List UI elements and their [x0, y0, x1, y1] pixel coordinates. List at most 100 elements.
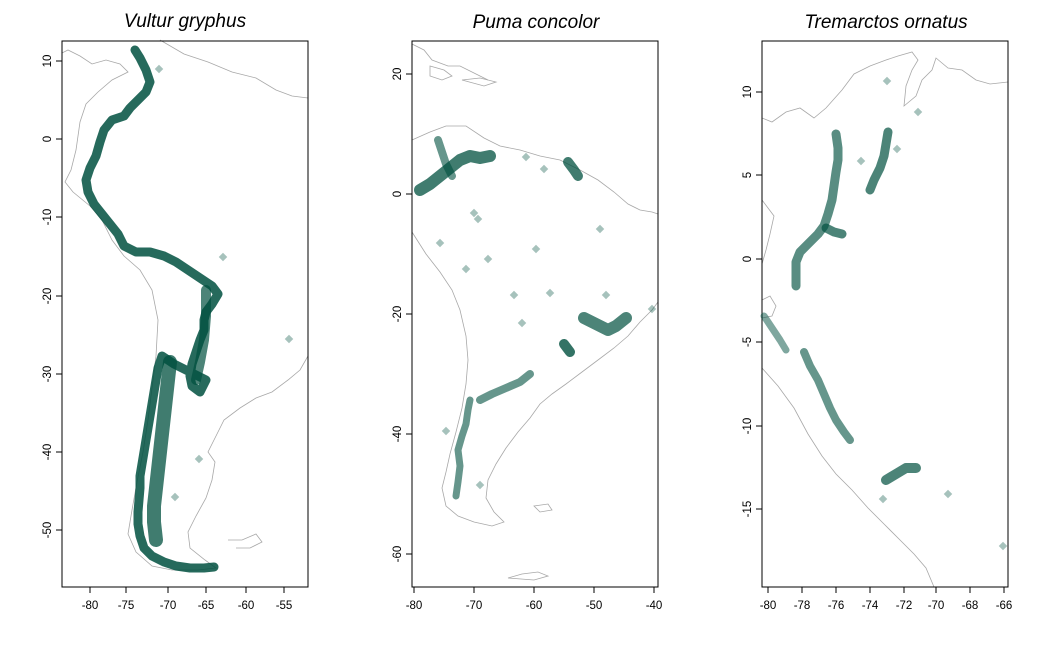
- occurrence-point: [435, 238, 445, 248]
- occurrence-point: [878, 494, 888, 504]
- dense-point-cluster: [791, 129, 843, 291]
- dense-point-cluster: [147, 355, 177, 547]
- panel-title: Tremarctos ornatus: [804, 12, 968, 33]
- x-tick-label: -40: [646, 600, 663, 612]
- occurrence-point: [601, 290, 611, 300]
- x-tick-label: -80: [406, 600, 423, 612]
- occurrence-point: [943, 489, 953, 499]
- panel-vultur-gryphus: Vultur gryphus -80 -75 -70 -65 -60 -: [42, 11, 309, 612]
- occurrence-point: [517, 318, 527, 328]
- x-axis: -80 -75 -70 -65 -60 -55: [82, 587, 293, 612]
- occurrence-point: [856, 156, 866, 166]
- y-tick-label: -10: [742, 418, 754, 435]
- y-tick-label: 0: [42, 136, 54, 142]
- dense-point-cluster: [821, 223, 847, 239]
- dense-point-cluster: [881, 463, 921, 485]
- coastline: [61, 39, 309, 571]
- y-tick-label: -40: [42, 444, 54, 461]
- x-tick-label: -72: [896, 600, 913, 612]
- y-tick-label: 5: [742, 172, 754, 178]
- occurrence-point: [595, 224, 605, 234]
- y-tick-label: 0: [742, 256, 754, 262]
- dense-point-cluster: [191, 285, 211, 385]
- coastline: [761, 51, 1009, 588]
- x-tick-label: -74: [862, 600, 879, 612]
- y-tick-label: -60: [392, 546, 404, 563]
- y-tick-label: 10: [42, 55, 54, 68]
- y-axis: 10 5 0 -5 -10 -15: [742, 86, 762, 518]
- occurrence-point: [998, 541, 1008, 551]
- occurrence-points: [81, 45, 294, 573]
- x-tick-label: -66: [996, 600, 1013, 612]
- occurrence-point: [545, 288, 555, 298]
- panel-title: Puma concolor: [473, 12, 600, 33]
- x-tick-label: -70: [160, 600, 177, 612]
- x-tick-label: -68: [962, 600, 979, 612]
- panel-title: Vultur gryphus: [124, 11, 247, 32]
- occurrence-points: [414, 136, 657, 500]
- occurrence-point: [882, 76, 892, 86]
- plot-frame: [411, 40, 659, 588]
- y-axis: 20 0 -20 -40 -60: [392, 68, 412, 563]
- x-tick-label: -80: [82, 600, 99, 612]
- occurrence-point: [892, 144, 902, 154]
- x-tick-label: -76: [828, 600, 845, 612]
- y-tick-label: 10: [742, 86, 754, 99]
- occurrence-point: [284, 334, 294, 344]
- dense-point-cluster: [559, 339, 575, 357]
- occurrence-point: [194, 454, 204, 464]
- occurrence-point: [509, 290, 519, 300]
- x-axis: -80 -78 -76 -74 -72 -70 -68 -66: [760, 587, 1013, 612]
- occurrence-point: [154, 64, 164, 74]
- occurrence-point: [469, 208, 479, 218]
- dense-point-cluster: [578, 312, 632, 336]
- dense-point-cluster: [414, 150, 496, 196]
- y-tick-label: -10: [42, 209, 54, 226]
- dense-point-cluster: [800, 348, 854, 444]
- occurrence-point: [473, 214, 483, 224]
- y-tick-label: 0: [392, 191, 404, 197]
- y-axis: 10 0 -10 -20 -30 -40 -50: [42, 55, 62, 539]
- x-axis: -80 -70 -60 -50 -40: [406, 587, 663, 612]
- x-tick-label: -55: [276, 600, 293, 612]
- occurrence-point: [647, 304, 657, 314]
- x-tick-label: -75: [118, 600, 135, 612]
- y-tick-label: -20: [42, 288, 54, 305]
- dense-point-cluster: [476, 370, 534, 404]
- occurrence-point: [441, 426, 451, 436]
- x-tick-label: -70: [928, 600, 945, 612]
- occurrence-point: [218, 252, 228, 262]
- dense-point-cluster: [563, 157, 583, 181]
- coastline: [411, 43, 659, 581]
- occurrence-point: [475, 480, 485, 490]
- panel-tremarctos-ornatus: Tremarctos ornatus: [742, 12, 1012, 612]
- dense-point-cluster: [434, 136, 456, 180]
- y-tick-label: -40: [392, 426, 404, 443]
- occurrence-points: [760, 76, 1008, 551]
- y-tick-label: -50: [42, 522, 54, 539]
- x-tick-label: -78: [794, 600, 811, 612]
- occurrence-point: [461, 264, 471, 274]
- occurrence-point: [170, 492, 180, 502]
- occurrence-point: [531, 244, 541, 254]
- y-tick-label: -15: [742, 501, 754, 518]
- dense-point-cluster: [452, 396, 474, 500]
- x-tick-label: -70: [466, 600, 483, 612]
- dense-point-cluster: [865, 127, 893, 195]
- dense-point-cluster: [760, 312, 790, 354]
- x-tick-label: -80: [760, 600, 777, 612]
- plot-frame: [61, 40, 309, 588]
- x-tick-label: -65: [198, 600, 215, 612]
- occurrence-point: [483, 254, 493, 264]
- occurrence-point: [521, 152, 531, 162]
- x-tick-label: -60: [526, 600, 543, 612]
- panel-puma-concolor: Puma concolor: [392, 12, 662, 612]
- plot-frame: [761, 40, 1009, 588]
- x-tick-label: -60: [238, 600, 255, 612]
- x-tick-label: -50: [586, 600, 603, 612]
- y-tick-label: 20: [392, 68, 404, 81]
- occurrence-point: [539, 164, 549, 174]
- y-tick-label: -30: [42, 366, 54, 383]
- y-tick-label: -5: [742, 337, 754, 347]
